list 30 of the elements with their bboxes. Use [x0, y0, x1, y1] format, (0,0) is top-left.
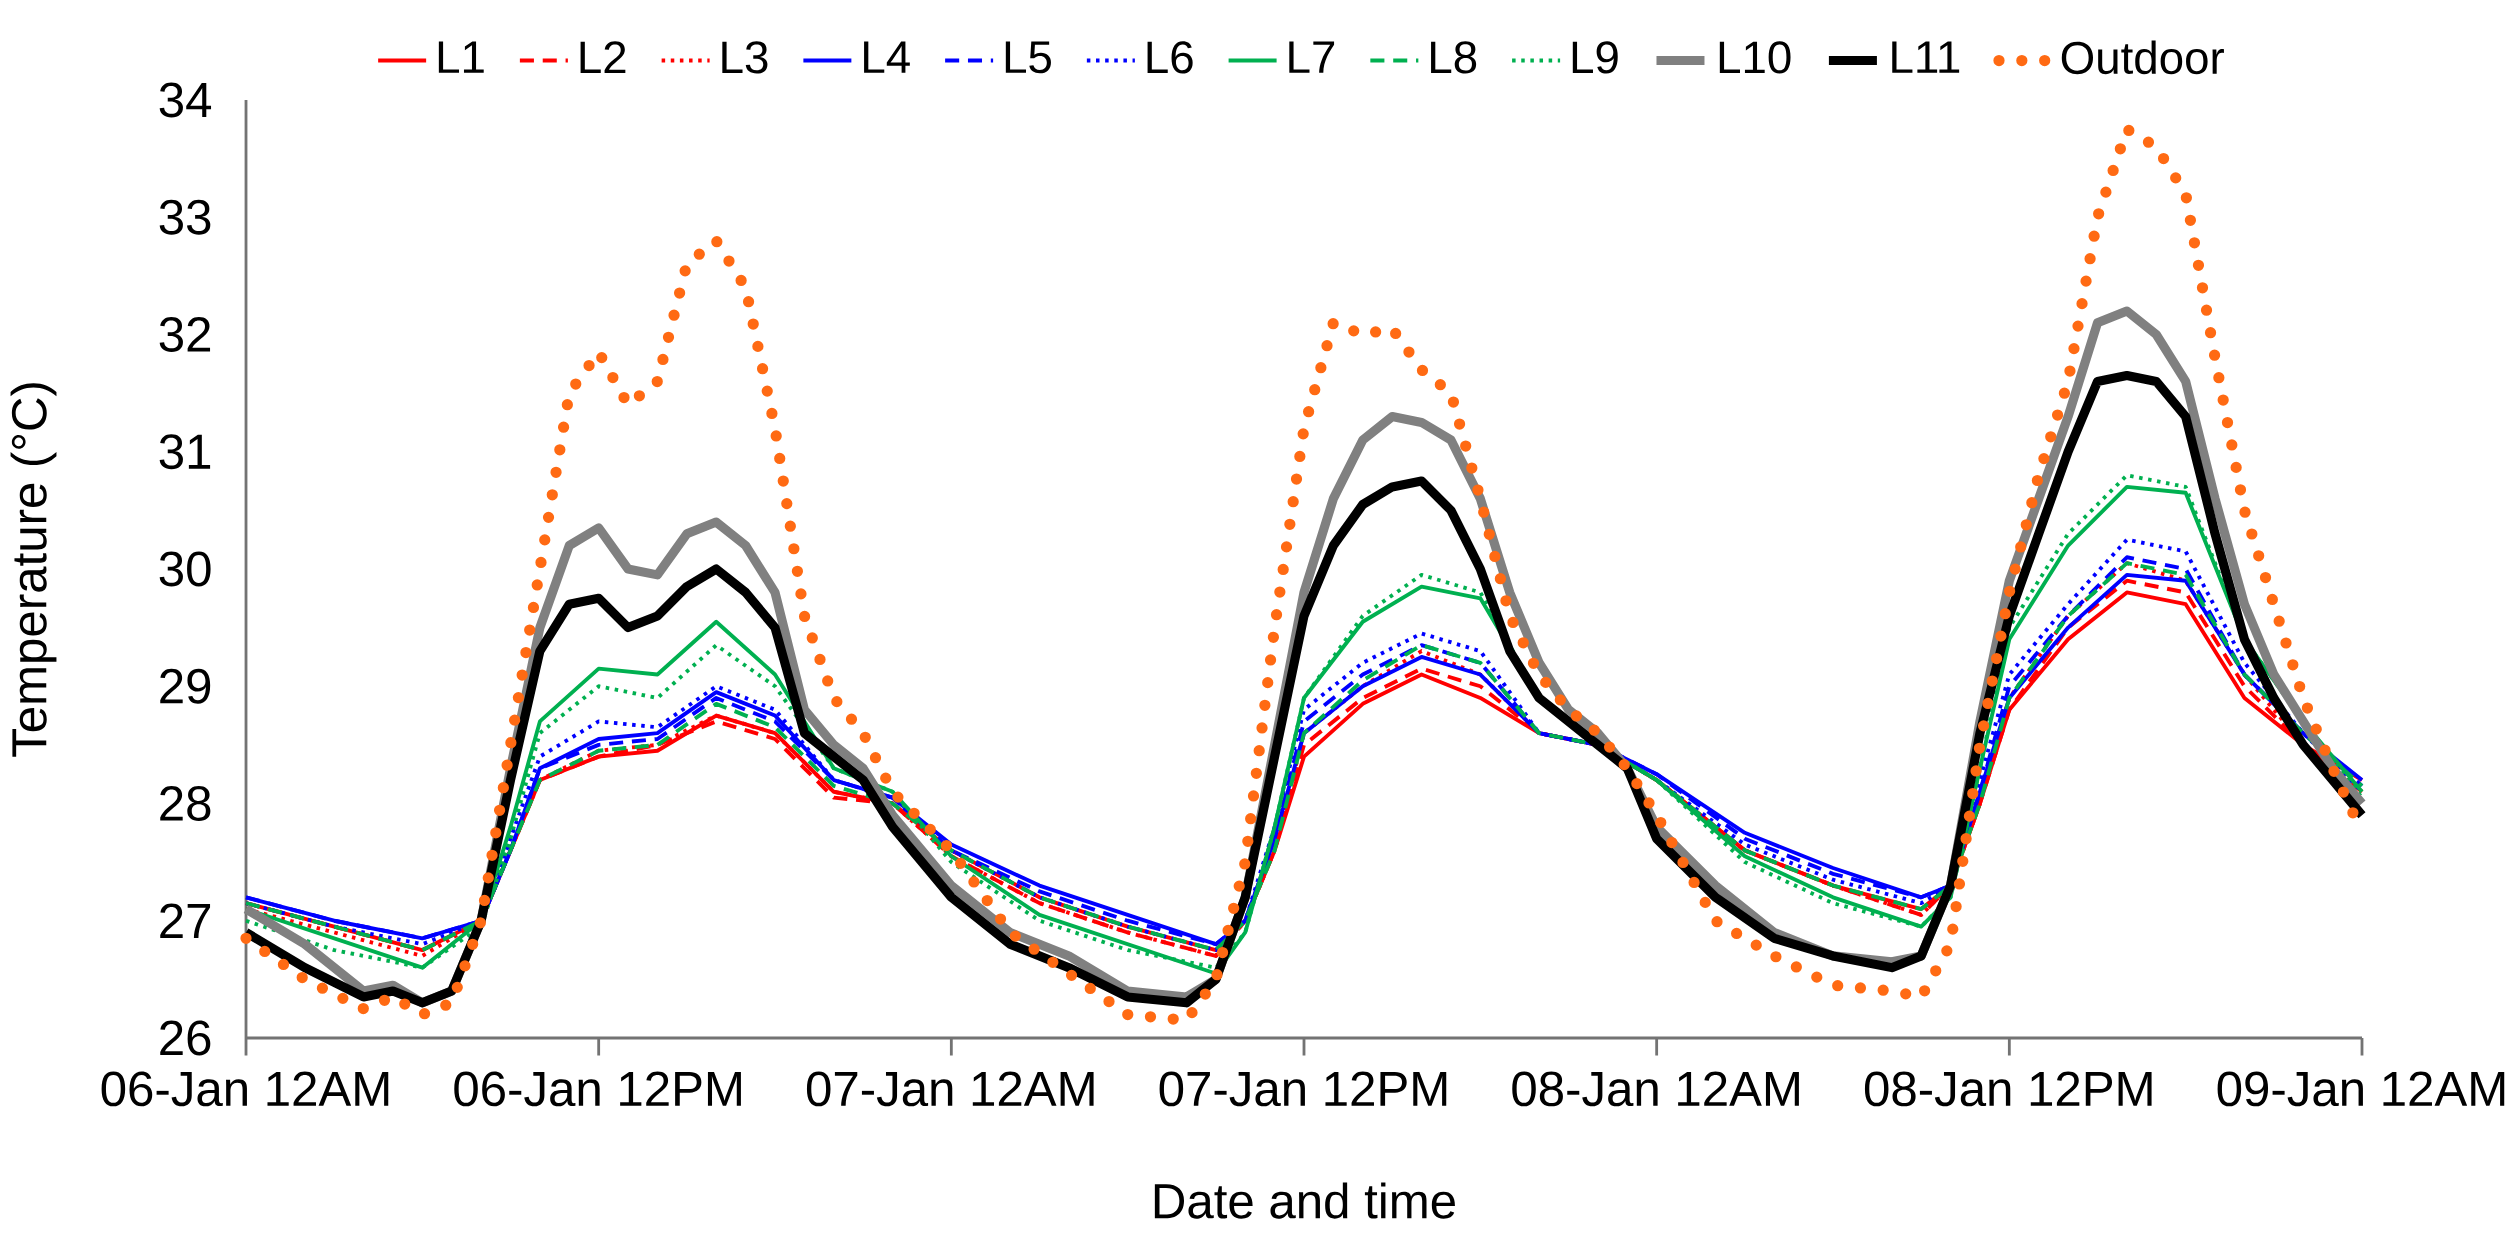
y-tick-label: 34: [159, 82, 212, 118]
legend-label: L9: [1572, 41, 1618, 74]
x-tick-label: 06-Jan 12AM: [101, 1071, 389, 1107]
legend-label: L10: [1719, 41, 1791, 74]
y-tick-label: 30: [159, 551, 211, 587]
legend-label: L11: [1892, 41, 1960, 73]
y-axis-title: Temperature (°C): [10, 383, 57, 757]
legend-label: L3: [722, 41, 768, 74]
legend-label: L8: [1431, 41, 1477, 74]
legend-label: L4: [864, 41, 910, 73]
y-tick-label: 28: [160, 786, 211, 821]
x-tick-label: 08-Jan 12PM: [1864, 1071, 2152, 1107]
y-tick-label: 27: [160, 903, 211, 938]
x-tick-label: 08-Jan 12AM: [1512, 1071, 1799, 1107]
legend-label: L7: [1289, 41, 1335, 73]
legend-label: L1: [438, 41, 484, 73]
y-tick-label: 29: [160, 668, 211, 704]
y-tick-label: 32: [159, 317, 211, 352]
y-tick-label: 26: [160, 1020, 211, 1056]
y-tick-label: 31: [159, 434, 211, 470]
x-tick-label: 07-Jan 12PM: [1159, 1071, 1447, 1107]
legend-label: Outdoor: [2061, 40, 2224, 75]
y-tick-label: 33: [159, 199, 211, 235]
x-tick-label: 06-Jan 12PM: [454, 1071, 741, 1107]
x-axis-title: Date and time: [1154, 1182, 1455, 1219]
legend-label: L2: [580, 41, 626, 74]
x-tick-label: 07-Jan 12AM: [806, 1071, 1094, 1107]
legend-label: L6: [1147, 41, 1193, 74]
x-tick-label: 09-Jan 12AM: [2217, 1071, 2505, 1107]
legend-label: L5: [1005, 41, 1051, 74]
